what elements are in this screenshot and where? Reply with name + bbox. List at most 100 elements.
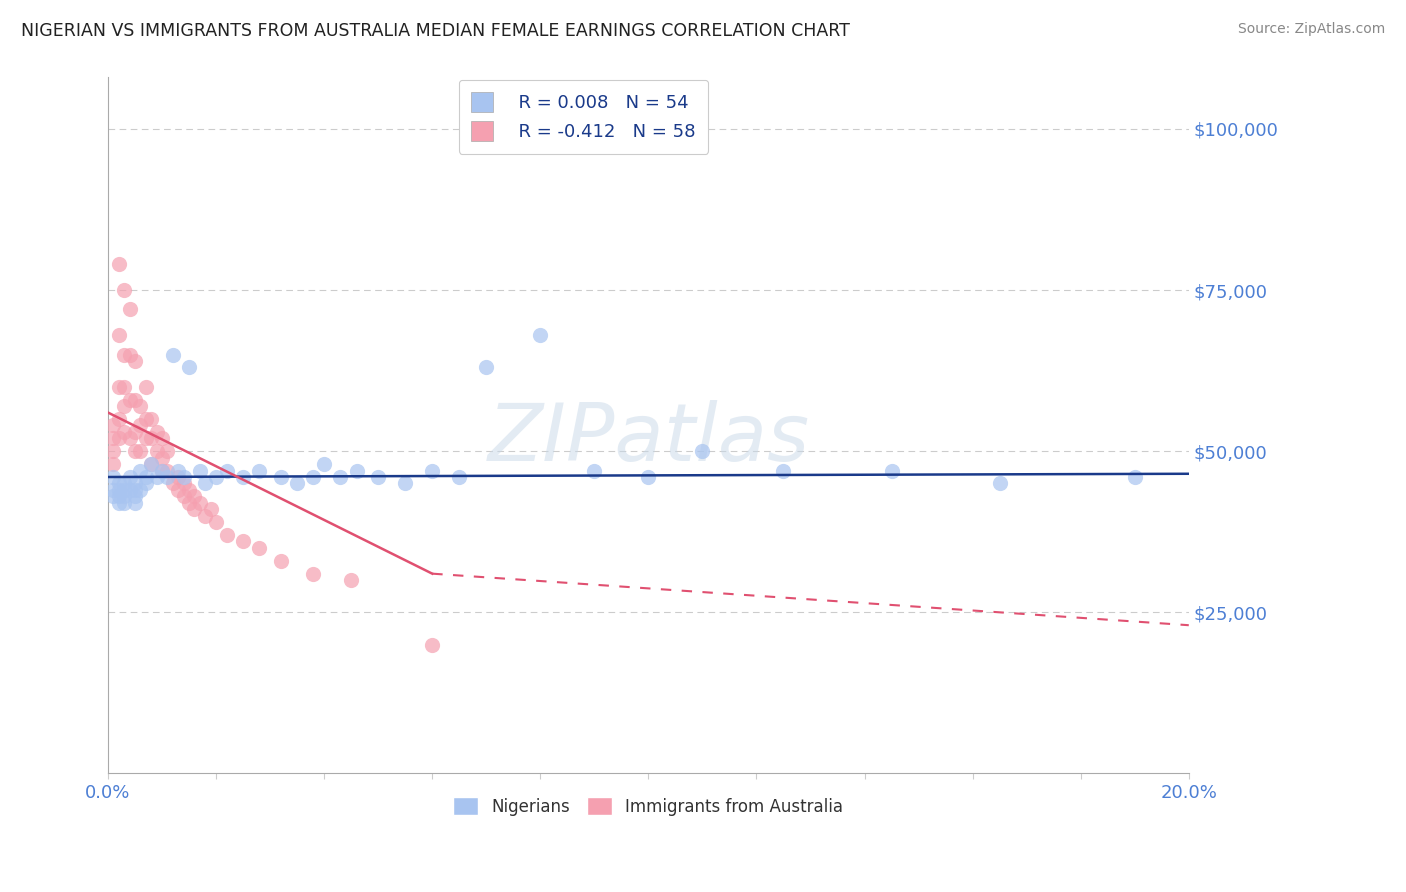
Point — [118, 347, 141, 361]
Point — [194, 476, 217, 491]
Point — [118, 431, 141, 445]
Point — [1123, 470, 1146, 484]
Point — [107, 483, 129, 497]
Point — [124, 354, 146, 368]
Point — [167, 470, 190, 484]
Point — [129, 418, 152, 433]
Point — [329, 470, 352, 484]
Point — [141, 457, 163, 471]
Point — [135, 431, 157, 445]
Point — [247, 464, 270, 478]
Point — [215, 464, 238, 478]
Point — [112, 476, 135, 491]
Point — [177, 360, 200, 375]
Point — [150, 464, 173, 478]
Point — [141, 412, 163, 426]
Point — [270, 470, 292, 484]
Point — [124, 483, 146, 497]
Point — [135, 412, 157, 426]
Point — [112, 425, 135, 439]
Point — [215, 528, 238, 542]
Point — [173, 470, 195, 484]
Point — [107, 431, 129, 445]
Point — [346, 464, 368, 478]
Point — [118, 302, 141, 317]
Point — [135, 476, 157, 491]
Point — [173, 489, 195, 503]
Point — [150, 450, 173, 465]
Point — [107, 380, 129, 394]
Point — [103, 470, 125, 484]
Point — [103, 431, 125, 445]
Point — [112, 489, 135, 503]
Point — [988, 476, 1011, 491]
Point — [772, 464, 794, 478]
Point — [156, 470, 179, 484]
Point — [118, 470, 141, 484]
Legend: Nigerians, Immigrants from Australia: Nigerians, Immigrants from Australia — [446, 789, 852, 824]
Point — [183, 502, 205, 516]
Point — [302, 566, 325, 581]
Point — [880, 464, 903, 478]
Point — [141, 431, 163, 445]
Point — [188, 496, 211, 510]
Point — [103, 483, 125, 497]
Point — [205, 470, 228, 484]
Point — [285, 476, 308, 491]
Point — [367, 470, 389, 484]
Point — [583, 464, 606, 478]
Point — [112, 380, 135, 394]
Point — [475, 360, 498, 375]
Point — [129, 399, 152, 413]
Text: NIGERIAN VS IMMIGRANTS FROM AUSTRALIA MEDIAN FEMALE EARNINGS CORRELATION CHART: NIGERIAN VS IMMIGRANTS FROM AUSTRALIA ME… — [21, 22, 851, 40]
Point — [118, 392, 141, 407]
Point — [183, 489, 205, 503]
Point — [112, 483, 135, 497]
Point — [150, 431, 173, 445]
Point — [107, 476, 129, 491]
Point — [314, 457, 336, 471]
Point — [420, 638, 443, 652]
Point — [124, 496, 146, 510]
Point — [112, 496, 135, 510]
Point — [692, 444, 714, 458]
Point — [118, 483, 141, 497]
Point — [177, 496, 200, 510]
Point — [302, 470, 325, 484]
Point — [200, 502, 222, 516]
Point — [103, 489, 125, 503]
Text: Source: ZipAtlas.com: Source: ZipAtlas.com — [1237, 22, 1385, 37]
Point — [112, 399, 135, 413]
Text: ZIPatlas: ZIPatlas — [488, 401, 810, 478]
Point — [205, 515, 228, 529]
Point — [145, 470, 167, 484]
Point — [270, 554, 292, 568]
Point — [420, 464, 443, 478]
Point — [129, 483, 152, 497]
Point — [107, 489, 129, 503]
Point — [103, 457, 125, 471]
Point — [124, 425, 146, 439]
Point — [394, 476, 416, 491]
Point — [637, 470, 659, 484]
Point — [173, 476, 195, 491]
Point — [162, 476, 184, 491]
Point — [177, 483, 200, 497]
Point — [150, 464, 173, 478]
Point — [129, 464, 152, 478]
Point — [194, 508, 217, 523]
Point — [232, 534, 254, 549]
Point — [135, 470, 157, 484]
Point — [103, 444, 125, 458]
Point — [107, 496, 129, 510]
Point — [188, 464, 211, 478]
Point — [141, 457, 163, 471]
Point — [167, 464, 190, 478]
Point — [135, 380, 157, 394]
Point — [167, 483, 190, 497]
Point — [124, 444, 146, 458]
Point — [162, 347, 184, 361]
Point — [103, 418, 125, 433]
Point — [124, 392, 146, 407]
Point — [247, 541, 270, 555]
